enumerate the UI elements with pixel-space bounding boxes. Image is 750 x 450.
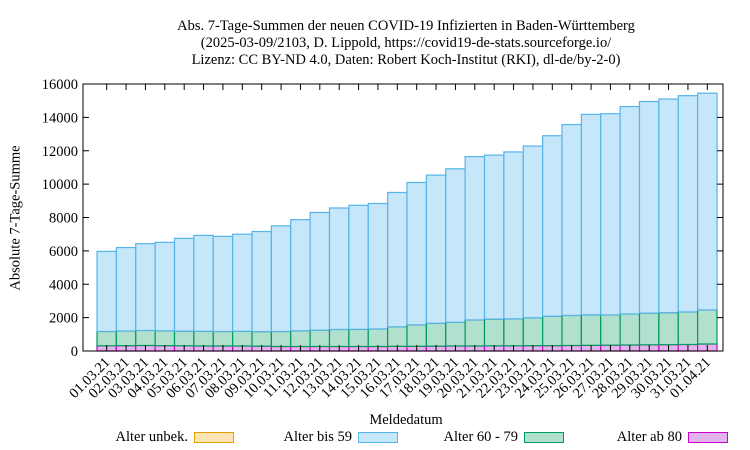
bar-alter-60-79-18 [445,321,466,347]
bar-alter-bis-59-27 [619,105,641,315]
bar-alter-60-79-24 [561,314,582,347]
bar-alter-bis-59-31 [697,92,718,311]
legend-item-bis59: Alter bis 59 [0,430,398,444]
y-tick-label-4000: 4000 [49,277,78,293]
x-axis-label: Meldedatum [369,412,443,428]
title-line-3: Lizenz: CC BY-ND 4.0, Daten: Robert Koch… [191,52,621,68]
bar-alter-bis-59-11 [309,211,331,331]
bar-alter-60-79-28 [638,312,660,346]
title-line-2: (2025-03-09/2103, D. Lippold, https://co… [200,35,612,51]
y-tick-label-2000: 2000 [49,311,78,327]
bar-alter-60-79-9 [270,330,292,348]
legend-swatch-60-79 [524,432,564,443]
bar-alter-bis-59-28 [638,100,660,314]
bar-alter-60-79-19 [464,319,486,347]
bar-alter-60-79-3 [154,330,176,347]
bar-alter-bis-59-8 [251,230,272,333]
title-line-1: Abs. 7-Tage-Summen der neuen COVID-19 In… [177,18,635,34]
legend-label-unbek: Alter unbek. [115,429,188,445]
bar-alter-bis-59-25 [580,113,602,316]
bar-alter-60-79-11 [309,329,331,348]
y-tick-label-6000: 6000 [49,244,78,260]
legend-swatch-unbek [194,432,234,443]
bar-alter-60-79-23 [542,315,563,347]
y-tick-label-8000: 8000 [49,211,78,227]
bar-alter-60-79-29 [658,312,679,346]
bar-alter-60-79-8 [251,331,272,347]
bar-alter-60-79-31 [697,309,718,345]
legend-label-60-79: Alter 60 - 79 [443,429,519,445]
bar-alter-60-79-13 [348,328,369,348]
bar-alter-60-79-20 [483,318,505,347]
bar-alter-60-79-21 [503,318,524,347]
bar-alter-60-79-6 [212,330,234,347]
bar-alter-60-79-25 [580,314,602,346]
bar-alter-bis-59-13 [348,204,369,330]
bar-alter-bis-59-10 [290,219,311,332]
bar-alter-60-79-17 [425,322,447,347]
bar-alter-60-79-12 [328,328,350,348]
bar-alter-60-79-4 [173,330,195,347]
bar-alter-bis-59-17 [425,174,447,324]
bar-alter-bis-59-7 [232,233,253,332]
bar-alter-60-79-2 [135,329,156,347]
bar-alter-bis-59-26 [600,113,621,316]
bar-alter-bis-59-0 [96,250,117,333]
bar-alter-bis-59-15 [387,191,408,328]
bar-alter-60-79-15 [387,326,408,347]
legend-label-bis59: Alter bis 59 [283,429,352,445]
legend-swatch-bis59 [358,432,398,443]
bar-alter-60-79-16 [406,324,427,347]
bar-alter-60-79-30 [677,311,699,346]
bar-alter-bis-59-23 [542,135,563,317]
bar-alter-60-79-10 [290,330,311,348]
bar-alter-bis-59-9 [270,225,292,333]
y-tick-label-16000: 16000 [42,77,78,93]
bar-alter-bis-59-19 [464,155,486,321]
bar-alter-60-79-14 [367,328,389,348]
bar-alter-bis-59-20 [483,154,505,320]
bar-alter-bis-59-6 [212,235,234,333]
bar-alter-bis-59-16 [406,181,427,326]
bar-alter-bis-59-2 [135,243,156,332]
bar-alter-bis-59-1 [115,246,137,332]
legend-swatch-ab80 [688,432,728,443]
bar-alter-bis-59-30 [677,95,699,313]
bar-alter-bis-59-21 [503,151,524,320]
y-tick-label-14000: 14000 [42,110,78,126]
bar-alter-bis-59-22 [522,145,544,319]
bar-alter-bis-59-5 [193,234,214,332]
bar-alter-bis-59-24 [561,123,582,317]
legend-item-60-79: Alter 60 - 79 [0,430,564,444]
bar-alter-60-79-5 [193,330,214,347]
bar-alter-60-79-26 [600,314,621,346]
y-tick-label-10000: 10000 [42,177,78,193]
y-tick-label-12000: 12000 [42,144,78,160]
legend-label-ab80: Alter ab 80 [616,429,682,445]
bar-alter-60-79-22 [522,317,544,347]
legend-item-ab80: Alter ab 80 [0,430,728,444]
legend-item-unbek: Alter unbek. [0,430,234,444]
bar-alter-bis-59-18 [445,168,466,323]
bar-alter-bis-59-4 [173,237,195,332]
bar-alter-bis-59-12 [328,207,350,331]
bar-alter-60-79-7 [232,330,253,347]
y-tick-label-0: 0 [71,344,78,360]
bar-alter-bis-59-14 [367,202,389,330]
bar-alter-bis-59-29 [658,98,679,314]
bar-alter-60-79-0 [96,330,117,347]
bar-alter-60-79-1 [115,330,137,347]
bar-alter-bis-59-3 [154,241,176,332]
y-axis-label: Absolute 7-Tage-Summe [7,145,24,291]
bar-alter-60-79-27 [619,313,641,346]
